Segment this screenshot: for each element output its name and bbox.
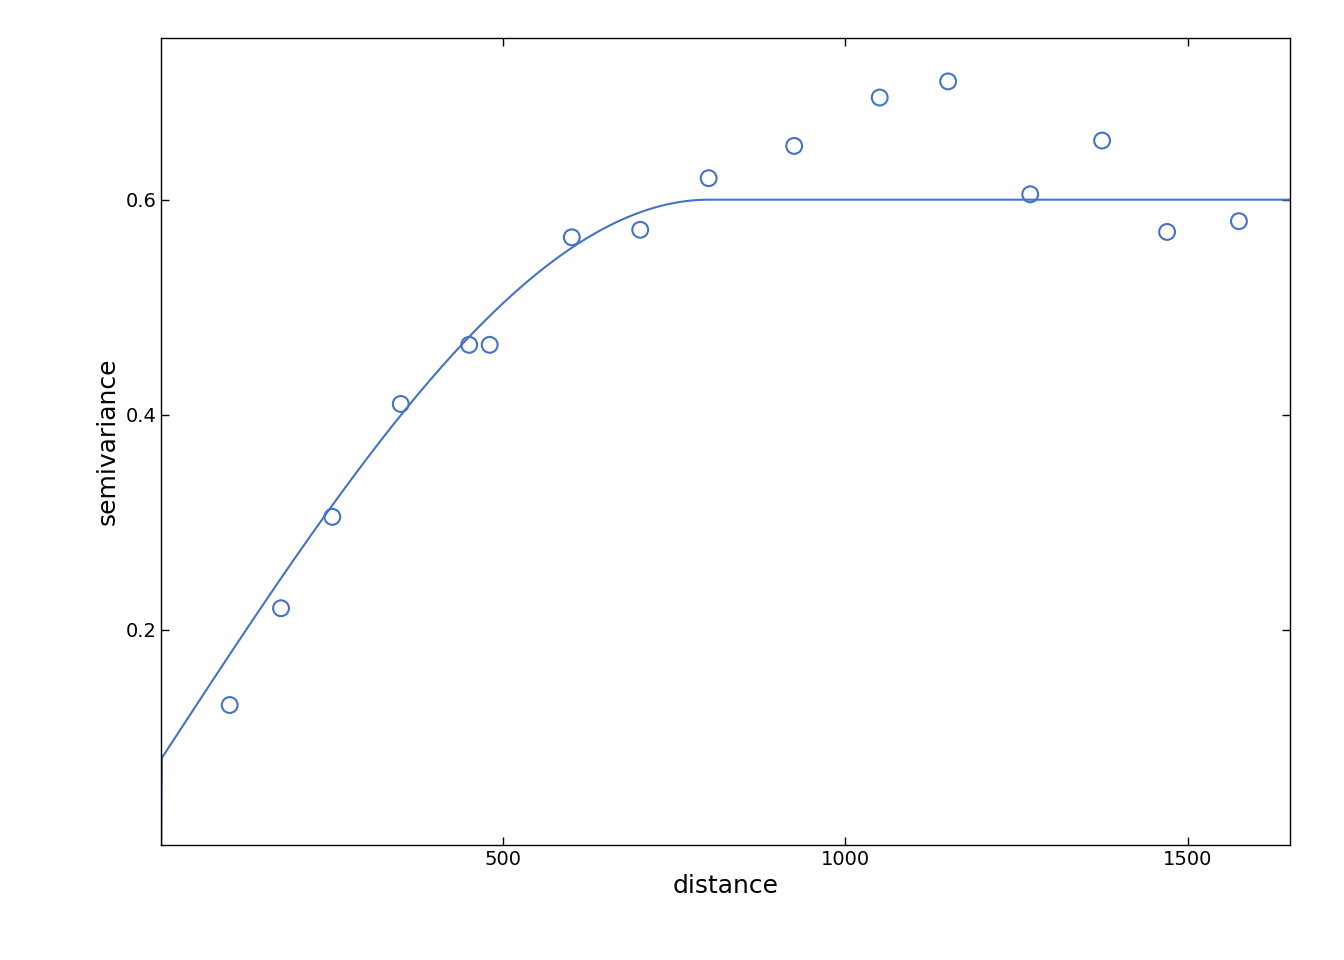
X-axis label: distance: distance [673,875,778,899]
Point [937,74,958,89]
Point [219,697,241,712]
Point [321,509,343,524]
Point [629,222,650,237]
Point [560,229,582,245]
Point [1091,132,1113,148]
Point [458,337,480,352]
Point [270,601,292,616]
Point [1156,225,1177,240]
Point [698,171,719,186]
Point [1228,213,1250,228]
Point [390,396,411,412]
Y-axis label: semivariance: semivariance [95,358,120,525]
Point [478,337,500,352]
Point [1020,186,1042,202]
Point [870,90,891,106]
Point [784,138,805,154]
